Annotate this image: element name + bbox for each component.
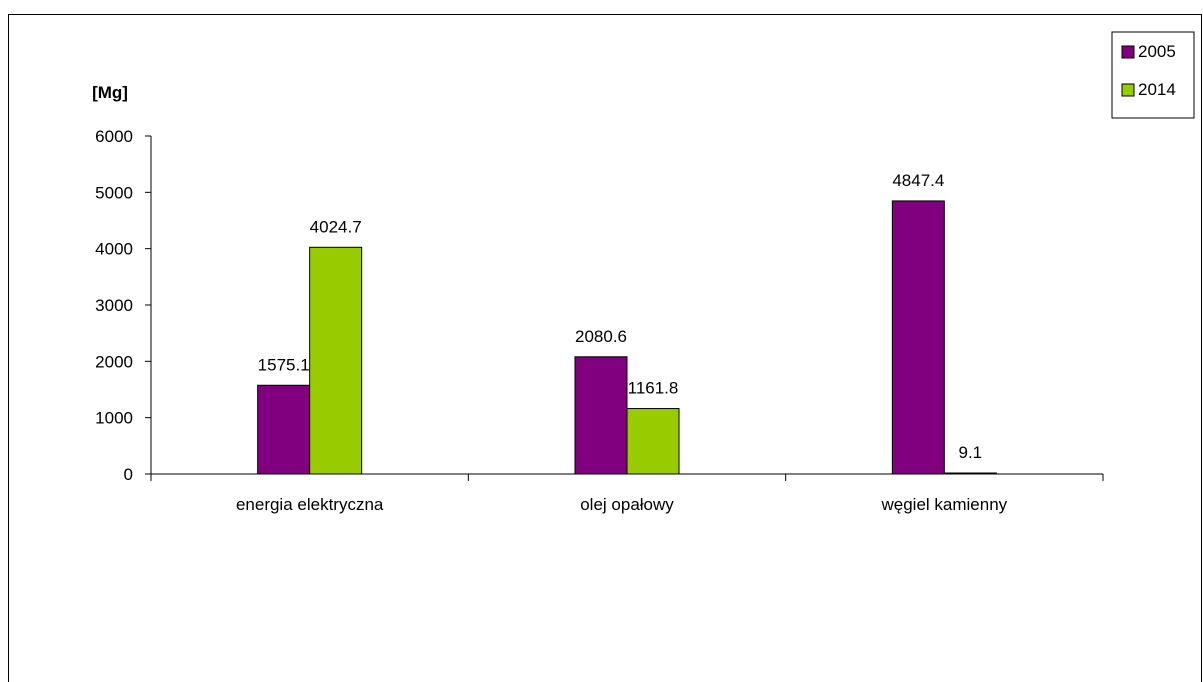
legend-swatch-2014 xyxy=(1121,83,1135,97)
x-category-label: olej opałowy xyxy=(580,495,674,514)
data-label: 1161.8 xyxy=(628,379,679,398)
y-tick-label: 6000 xyxy=(95,127,133,146)
y-tick-label: 3000 xyxy=(95,296,133,315)
y-axis-unit-label: [Mg] xyxy=(92,83,128,102)
y-tick-label: 0 xyxy=(124,465,133,484)
y-tick-label: 4000 xyxy=(95,240,133,259)
x-category-label: węgiel kamienny xyxy=(880,495,1007,514)
data-label: 4024.7 xyxy=(310,217,362,236)
data-label: 4847.4 xyxy=(892,171,944,190)
legend-label-2005: 2005 xyxy=(1138,42,1176,61)
y-tick-label: 2000 xyxy=(95,352,133,371)
legend-label-2014: 2014 xyxy=(1138,80,1176,99)
legend-swatch-2005 xyxy=(1121,45,1135,59)
bar-2005 xyxy=(257,384,311,475)
y-tick-label: 5000 xyxy=(95,183,133,202)
bar-2014 xyxy=(626,408,680,475)
bar-2014 xyxy=(943,472,997,475)
bar-2005 xyxy=(891,200,945,475)
data-label: 9.1 xyxy=(959,443,983,462)
bars xyxy=(257,200,997,475)
data-label: 2080.6 xyxy=(575,327,627,346)
x-category-label: energia elektryczna xyxy=(236,495,384,514)
legend: 2005 2014 xyxy=(1111,31,1195,119)
bar-2014 xyxy=(309,246,363,475)
data-label: 1575.1 xyxy=(258,355,310,374)
data-labels: 1575.1 4024.7 2080.6 1161.8 4847.4 9.1 xyxy=(258,171,982,462)
bar-2005 xyxy=(574,356,628,475)
y-tick-label: 1000 xyxy=(95,409,133,428)
chart-frame xyxy=(8,14,1202,682)
